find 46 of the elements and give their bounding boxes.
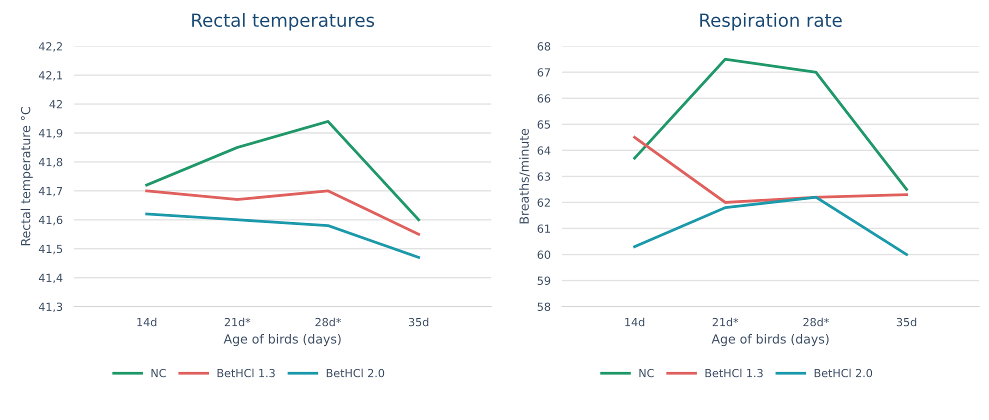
chart-title: Rectal temperatures — [192, 13, 374, 31]
line-series — [145, 120, 420, 222]
y-tick-label: 41,9 — [38, 128, 62, 139]
legend-label: BetHCl 2.0 — [814, 368, 872, 378]
y-tick-label: 64 — [538, 146, 550, 155]
y-tick-label: 66 — [538, 94, 550, 103]
x-tick-label: 28d* — [315, 318, 342, 326]
y-axis-title: Rectal temperature °C — [20, 106, 33, 246]
line-series — [633, 136, 908, 204]
x-axis-title: Age of birds (days) — [224, 334, 341, 346]
x-tick-label: 35d — [408, 318, 428, 326]
y-tick-label: 41,8 — [38, 158, 62, 168]
y-tick-label: 60 — [538, 250, 550, 259]
legend-label: BetHCl 2.0 — [326, 368, 384, 378]
line-series — [145, 212, 420, 259]
x-axis-title: Age of birds (days) — [712, 334, 829, 346]
y-tick-label: 41,7 — [38, 186, 62, 196]
legend-label: BetHCl 1.3 — [705, 368, 763, 378]
chart-title: Respiration rate — [700, 13, 842, 31]
x-tick-label: 14d — [137, 318, 156, 326]
x-tick-label: 21d* — [712, 318, 738, 326]
x-tick-label: 14d — [625, 318, 644, 326]
y-tick-label: 41,5 — [38, 244, 62, 254]
x-tick-label: 28d* — [803, 318, 829, 326]
y-tick-label: 61 — [538, 224, 550, 233]
x-tick-label: 21d* — [224, 318, 250, 326]
y-tick-label: 41,4 — [38, 274, 62, 284]
y-tick-label: 41,6 — [38, 216, 62, 226]
y-tick-label: 63 — [538, 172, 550, 181]
y-tick-label: 42,2 — [38, 42, 62, 52]
legend-label: NC — [639, 368, 654, 378]
legend-label: BetHCl 1.3 — [218, 368, 275, 378]
y-axis-title: Breaths/minute — [519, 128, 530, 224]
y-tick-label: 42,1 — [38, 71, 62, 81]
legend-label: NC — [151, 368, 166, 378]
y-tick-label: 67 — [538, 68, 550, 77]
x-tick-label: 35d — [896, 318, 916, 326]
y-tick-label: 42 — [49, 100, 62, 108]
y-tick-label: 68 — [538, 42, 550, 51]
y-tick-label: 58 — [538, 302, 550, 311]
y-tick-label: 62 — [538, 198, 550, 207]
y-tick-label: 41,3 — [38, 302, 62, 312]
y-tick-label: 65 — [538, 120, 550, 129]
line-series — [633, 196, 908, 256]
line-series — [633, 58, 908, 191]
y-tick-label: 59 — [538, 276, 550, 285]
